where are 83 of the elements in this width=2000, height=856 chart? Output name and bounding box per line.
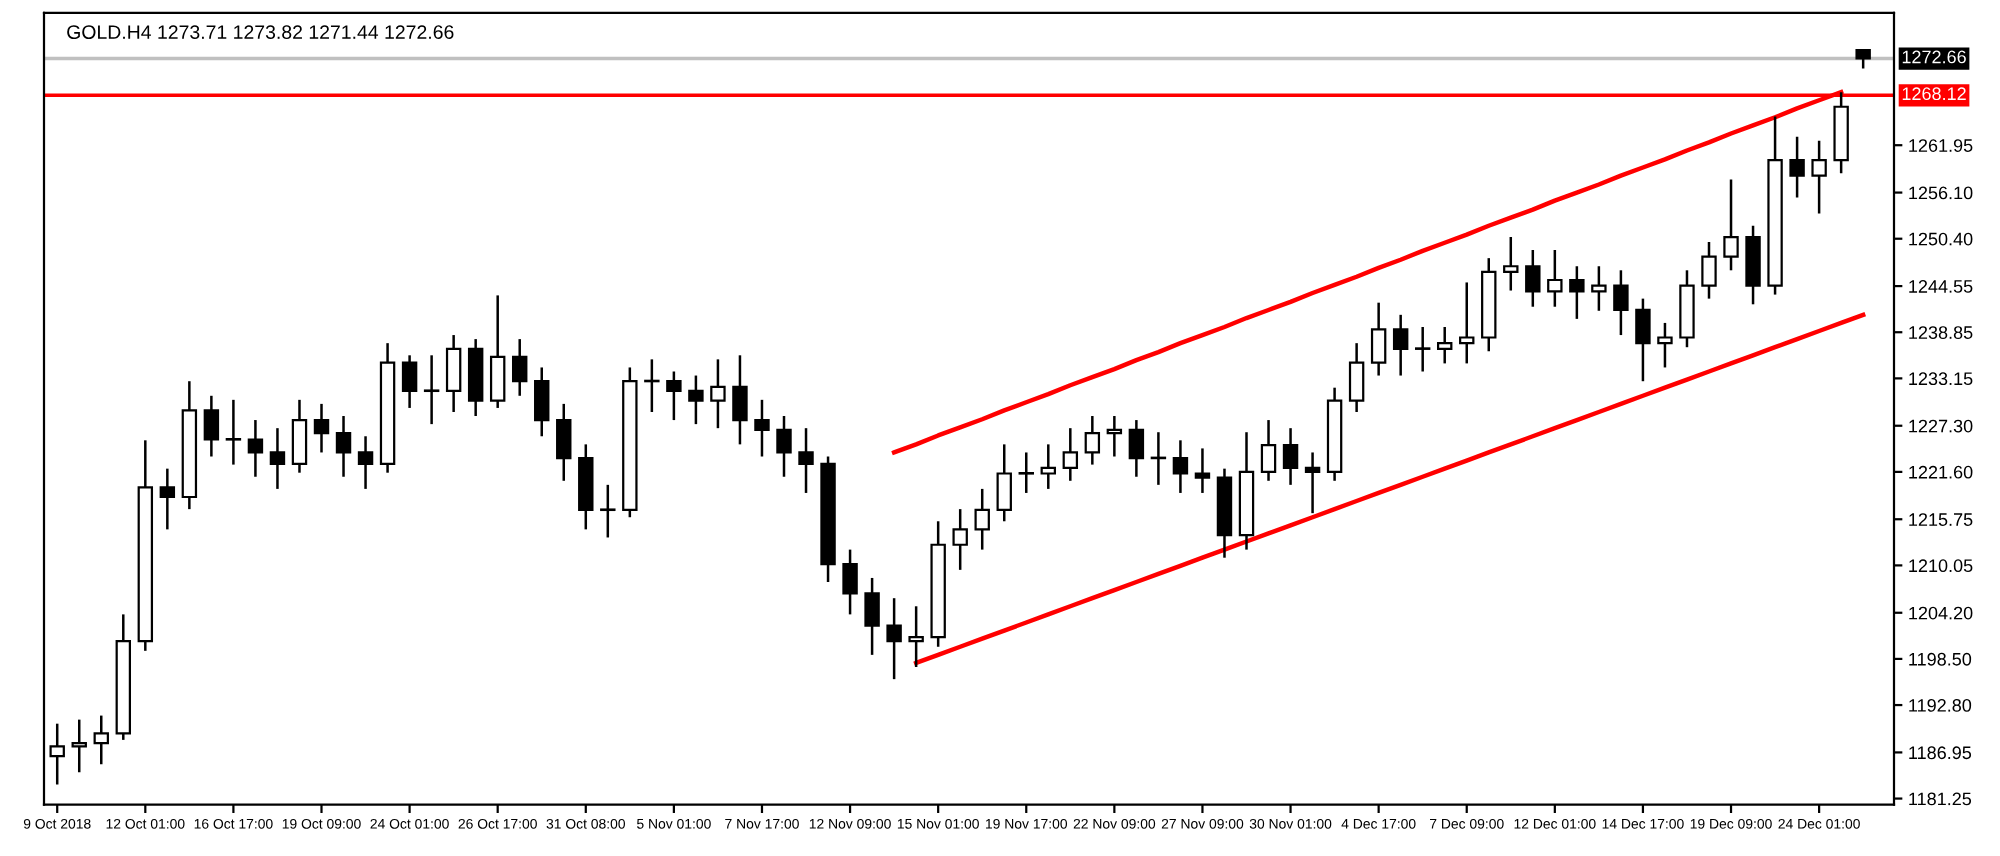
candlestick — [1855, 47, 1871, 70]
candlestick — [512, 337, 528, 398]
candlestick — [1370, 301, 1387, 377]
ref-line-label: 1268.12 — [1902, 87, 1966, 101]
candlestick — [1591, 265, 1607, 313]
candlestick — [291, 398, 308, 474]
candlestick — [445, 333, 462, 414]
candlestick — [1260, 418, 1277, 483]
y-tick-label: 1181.25 — [1909, 792, 1972, 806]
candlestick — [49, 722, 65, 786]
candlestick — [1635, 297, 1651, 383]
candlestick — [798, 426, 814, 495]
y-tick-label: 1210.05 — [1909, 559, 1973, 573]
candlestick — [1723, 178, 1739, 272]
candlestick — [71, 718, 87, 774]
y-tick-label: 1261.95 — [1909, 139, 1973, 152]
y-tick-label: 1227.30 — [1909, 419, 1973, 433]
candlestick — [534, 366, 550, 438]
candlestick — [908, 605, 924, 669]
candlestick — [1414, 325, 1431, 373]
candlestick — [864, 576, 880, 657]
candlestick — [996, 443, 1012, 523]
candlestick — [1106, 414, 1123, 458]
candlestick — [313, 402, 330, 454]
y-tick-label: 1244.55 — [1909, 280, 1973, 293]
candlestick — [1503, 235, 1519, 292]
line-series — [913, 312, 1866, 666]
candlestick — [93, 714, 109, 766]
candlestick — [1282, 426, 1299, 487]
candlestick — [710, 358, 726, 430]
candlestick — [754, 398, 770, 458]
candlestick — [1657, 321, 1673, 369]
candlestick — [1084, 414, 1101, 466]
y-tick-label: 1215.75 — [1909, 513, 1973, 526]
candlestick — [1172, 439, 1189, 495]
candlestick — [974, 487, 990, 551]
candlestick — [423, 354, 440, 426]
candlestick — [1547, 248, 1563, 308]
candlestick — [1304, 451, 1321, 515]
candlestick — [1062, 426, 1079, 483]
candlestick — [732, 354, 748, 446]
candlestick — [666, 370, 682, 422]
candlestick — [842, 548, 858, 616]
candlestick — [401, 354, 418, 410]
candlestick — [1018, 451, 1034, 495]
candlestick — [952, 507, 968, 572]
candlestick — [1525, 248, 1541, 308]
y-tick-label: 1256.10 — [1909, 186, 1973, 200]
y-tick-label: 1238.85 — [1909, 326, 1973, 339]
candlestick — [489, 294, 506, 410]
candlestick — [556, 402, 572, 483]
candlestick — [159, 467, 176, 531]
candlestick — [1789, 135, 1805, 199]
candlestick — [203, 394, 220, 458]
candlestick — [600, 483, 616, 539]
candlestick — [357, 435, 374, 491]
candlestick — [776, 414, 792, 478]
candlestick — [1811, 139, 1827, 215]
candlestick — [1194, 447, 1211, 495]
chart-title: GOLD.H4 1273.71 1273.82 1271.44 1272.66 — [67, 25, 454, 39]
candlestick — [1701, 240, 1717, 300]
candlestick — [1128, 418, 1145, 478]
candlestick — [269, 426, 286, 491]
candlestick — [1437, 325, 1453, 365]
y-tick-label: 1221.60 — [1909, 465, 1973, 479]
candlestick — [1569, 265, 1585, 321]
candlestick — [1459, 281, 1475, 365]
candlestick — [1040, 443, 1056, 491]
candlestick — [335, 414, 352, 478]
candlestick — [1392, 313, 1409, 377]
candlestick — [688, 374, 704, 426]
y-tick-label: 1233.15 — [1909, 372, 1973, 386]
y-tick-label: 1204.20 — [1909, 606, 1973, 620]
ref-line-label: 1272.66 — [1902, 50, 1966, 64]
y-tick-label: 1192.80 — [1909, 698, 1972, 712]
y-tick-label: 1186.95 — [1909, 746, 1972, 760]
candlestick — [1348, 341, 1365, 414]
candlestick — [225, 398, 242, 466]
y-tick-label: 1198.50 — [1909, 652, 1972, 666]
y-tick-label: 1250.40 — [1909, 232, 1973, 246]
candlestick — [247, 418, 264, 478]
candlestick — [886, 596, 902, 681]
candlestick — [1613, 269, 1629, 337]
